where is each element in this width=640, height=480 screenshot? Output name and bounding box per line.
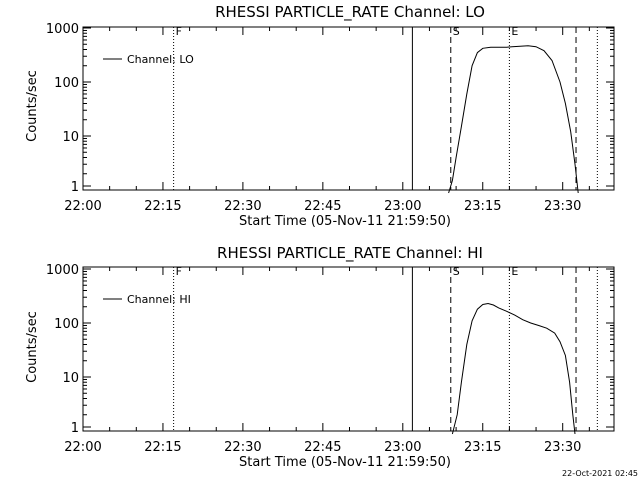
x-tick-label: 22:00 <box>64 440 101 455</box>
y-tick-label: 100 <box>54 76 79 91</box>
legend-hi: Channel: HI <box>103 293 191 306</box>
series-line <box>451 302 576 435</box>
x-tick-label: 23:15 <box>464 199 501 214</box>
x-axis-label-hi: Start Time (05-Nov-11 21:59:50) <box>239 455 451 470</box>
x-ticks-hi: 22:00 22:15 22:30 22:45 23:00 23:15 23:30 <box>64 267 590 455</box>
x-tick-label: 22:00 <box>64 199 101 214</box>
x-axis-label-lo: Start Time (05-Nov-11 21:59:50) <box>239 214 451 229</box>
y-tick-label: 1000 <box>46 263 79 278</box>
panel-lo: RHESSI PARTICLE_RATE Channel: LO Counts/… <box>25 3 615 229</box>
y-tick-label: 1 <box>71 180 79 195</box>
series-hi <box>451 302 576 435</box>
plot-frame-lo <box>82 26 615 191</box>
x-tick-label: 22:45 <box>304 199 341 214</box>
legend-lo: Channel: LO <box>103 53 194 66</box>
y-tick-label: 1 <box>71 421 79 436</box>
plot-frame-hi <box>82 266 615 432</box>
x-tick-label: 23:15 <box>464 440 501 455</box>
x-tick-label: 22:30 <box>224 199 261 214</box>
marker-label: F <box>176 265 182 278</box>
x-tick-label: 22:30 <box>224 440 261 455</box>
y-axis-label-lo: Counts/sec <box>25 70 40 142</box>
legend-label-hi: Channel: HI <box>127 293 191 306</box>
x-tick-label: 22:15 <box>144 199 181 214</box>
x-tick-label: 22:15 <box>144 440 181 455</box>
x-tick-label: 23:30 <box>544 440 581 455</box>
marker-label: F <box>176 25 182 38</box>
x-tick-label: 23:00 <box>384 199 421 214</box>
y-tick-label: 10 <box>62 130 79 145</box>
marker-label: S <box>453 25 460 38</box>
series-lo <box>448 45 579 194</box>
footer-timestamp: 22-Oct-2021 02:45 <box>562 469 638 478</box>
y-tick-label: 100 <box>54 317 79 332</box>
y-tick-label: 1000 <box>46 22 79 37</box>
marker-label: E <box>511 265 518 278</box>
x-tick-label: 23:00 <box>384 440 421 455</box>
y-ticks-lo: 1 10 100 1000 <box>46 22 614 195</box>
series-line <box>448 45 579 194</box>
chart-title-hi: RHESSI PARTICLE_RATE Channel: HI <box>217 244 483 263</box>
y-tick-label: 10 <box>62 371 79 386</box>
chart-title-lo: RHESSI PARTICLE_RATE Channel: LO <box>215 3 485 22</box>
x-tick-label: 23:30 <box>544 199 581 214</box>
legend-label-lo: Channel: LO <box>127 53 194 66</box>
x-ticks-lo: 22:00 22:15 22:30 22:45 23:00 23:15 23:30 <box>64 27 590 214</box>
marker-label: S <box>453 265 460 278</box>
y-ticks-hi: 1 10 100 1000 <box>46 263 614 436</box>
marker-label: E <box>511 25 518 38</box>
y-axis-label-hi: Counts/sec <box>25 311 40 383</box>
x-tick-label: 22:45 <box>304 440 341 455</box>
panel-hi: RHESSI PARTICLE_RATE Channel: HI Counts/… <box>25 244 615 470</box>
